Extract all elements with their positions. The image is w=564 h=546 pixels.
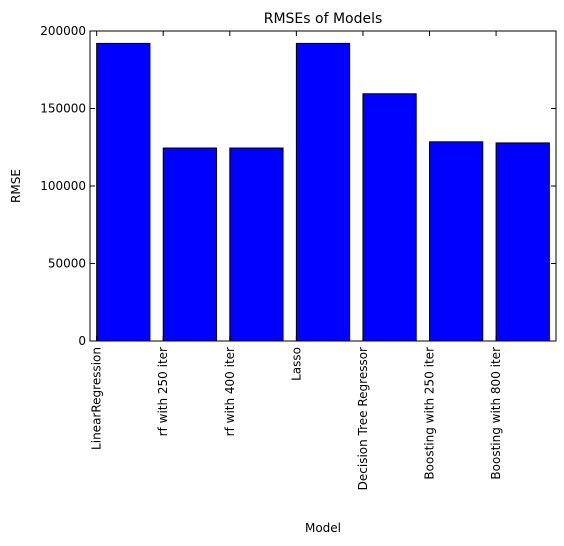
x-tick-label: Boosting with 800 iter	[489, 347, 503, 480]
bar-0	[96, 42, 151, 342]
x-axis-label: Model	[305, 521, 341, 535]
bar-6	[495, 142, 550, 342]
bar-3	[295, 42, 351, 342]
y-tick-label: 50000	[48, 257, 86, 271]
y-tick-label: 150000	[40, 102, 86, 116]
bar-5	[429, 141, 484, 342]
bar-2	[229, 147, 284, 342]
x-tick-label: LinearRegression	[90, 347, 104, 450]
y-axis-label: RMSE	[9, 169, 23, 203]
x-tick-label: Lasso	[289, 347, 303, 381]
x-axis-ticks: LinearRegression rf with 250 iter rf with …	[90, 31, 503, 490]
chart-title: RMSEs of Models	[264, 11, 383, 27]
x-tick-label: rf with 250 iter	[156, 347, 170, 436]
x-tick-label: rf with 400 iter	[223, 347, 237, 436]
bar-4	[362, 93, 417, 342]
y-tick-label: 100000	[40, 179, 86, 193]
y-axis-ticks: 0 50000 100000 150000 200000	[40, 24, 556, 348]
bar-1	[162, 147, 217, 342]
x-tick-label: Decision Tree Regressor	[356, 347, 370, 490]
y-tick-label: 0	[78, 334, 86, 348]
y-tick-label: 200000	[40, 24, 86, 38]
x-tick-label: Boosting with 250 iter	[423, 347, 437, 480]
bars-group	[96, 42, 550, 342]
